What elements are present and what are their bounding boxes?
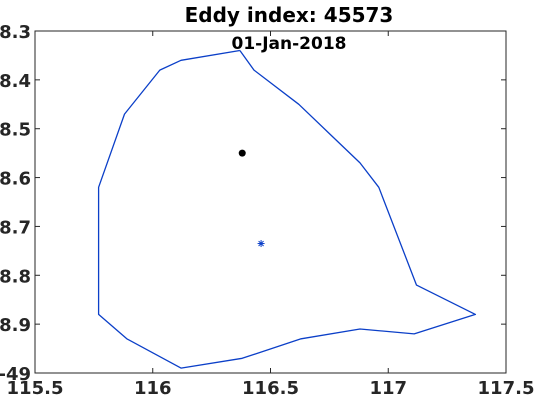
eddy-contour-line [97,49,477,369]
y-axis: -49 -48.9 -48.8 -48.7 -48.6 -48.5 -48.4 -48.3 [0,22,506,385]
eddy-center-asterisk [257,240,265,248]
x-tick-label: 116.5 [242,378,299,399]
plot-area [97,49,477,369]
y-tick-label: -48.7 [0,217,31,238]
eddy-center-dot [238,149,246,157]
x-tick-label: 117 [369,378,407,399]
x-axis: 115.5 116 116.5 117 117.5 [7,31,535,399]
y-tick-label: -48.6 [0,169,31,190]
x-tick-label: 115.5 [7,378,64,399]
chart-title: Eddy index: 45573 [185,3,394,27]
y-tick-label: -49 [0,364,31,385]
y-tick-label: -48.4 [0,71,31,92]
y-tick-label: -48.5 [0,120,31,141]
y-tick-label: -48.3 [0,22,31,43]
x-tick-label: 117.5 [478,378,535,399]
chart-subtitle: 01-Jan-2018 [232,34,347,54]
y-tick-label: -48.8 [0,266,31,287]
y-tick-label: -48.9 [0,315,31,336]
x-tick-label: 116 [134,378,172,399]
axes-box [34,30,507,374]
